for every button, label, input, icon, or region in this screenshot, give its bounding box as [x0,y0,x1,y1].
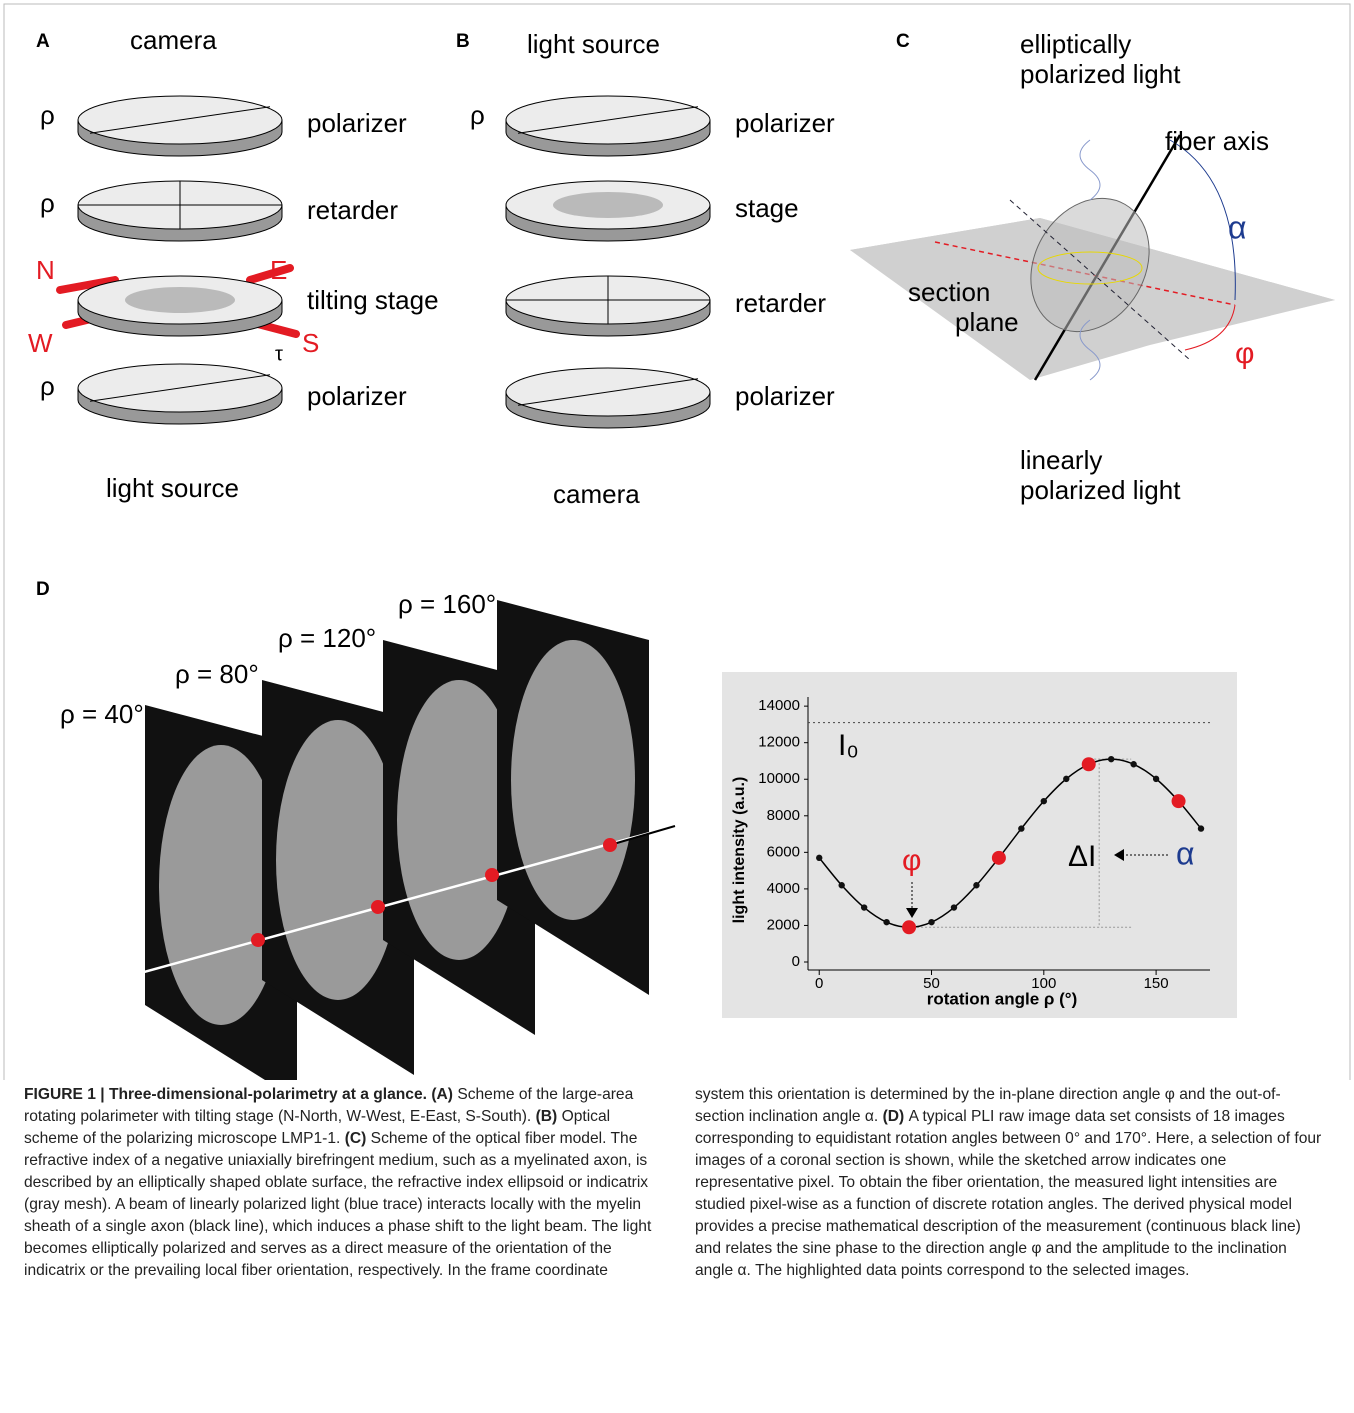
pixel-marker [603,838,617,852]
text: ρ = 120° [278,623,376,653]
data-point [883,919,889,925]
caption-bold: (C) [345,1130,367,1147]
text: camera [553,479,640,509]
y-axis-label: light intensity (a.u.) [731,777,748,924]
caption-bold: (D) [883,1108,905,1125]
annotation: I₀ [838,729,859,762]
y-tick-label: 8000 [767,807,800,824]
text: stage [735,193,799,223]
caption-bold: FIGURE 1 | Three-dimensional-polarimetry… [24,1086,427,1103]
data-point [1041,798,1047,804]
text: ρ [40,100,55,130]
pixel-marker [251,933,265,947]
data-point [861,904,867,910]
text: retarder [735,288,826,318]
panel-label: B [456,31,470,52]
text: φ [1235,337,1254,370]
y-tick-label: 0 [792,953,800,970]
x-axis-label: rotation angle ρ (°) [927,989,1077,1008]
text: N [36,255,55,285]
text: polarizer [307,381,407,411]
data-point [1153,776,1159,782]
text: polarizer [735,381,835,411]
text: α [1228,209,1247,245]
y-tick-label: 12000 [758,734,800,751]
data-point [992,851,1006,865]
panel-label: A [36,31,50,52]
text: elliptically [1020,29,1131,59]
text: linearly [1020,445,1102,475]
text: polarized light [1020,59,1181,89]
tissue [553,192,663,218]
text: polarizer [307,108,407,138]
data-point [928,919,934,925]
x-tick-label: 50 [923,975,940,992]
caption: FIGURE 1 | Three-dimensional-polarimetry… [24,1084,1324,1282]
text: ρ = 160° [398,589,496,619]
y-tick-label: 6000 [767,843,800,860]
text: ρ [40,188,55,218]
data-point [973,882,979,888]
tissue [125,287,235,313]
brain-section [276,720,400,1000]
figure: A B C D camera light source polarizer re… [0,0,1354,1080]
text: camera [130,25,217,55]
pixel-marker [485,868,499,882]
annotation: φ [902,844,921,877]
text: ρ [40,371,55,401]
panel-label: C [896,31,910,52]
data-point [1198,825,1204,831]
data-point [838,882,844,888]
caption-bold: (B) [536,1108,558,1125]
y-tick-label: 14000 [758,697,800,714]
data-point [1108,756,1114,762]
text: ρ = 80° [175,659,259,689]
text: retarder [307,195,398,225]
text: fiber axis [1165,126,1269,156]
panel-label: D [36,579,50,600]
x-tick-label: 150 [1144,975,1169,992]
data-point [1082,757,1096,771]
text: plane [955,307,1019,337]
data-point [902,920,916,934]
text: polarized light [1020,475,1181,505]
text: polarizer [735,108,835,138]
text: τ [275,343,283,365]
page: A B C D camera light source polarizer re… [0,0,1354,1413]
pixel-marker [371,900,385,914]
text: light source [527,29,660,59]
brain-section [511,640,635,920]
y-tick-label: 2000 [767,916,800,933]
x-tick-label: 100 [1031,975,1056,992]
data-point [816,855,822,861]
text: S [302,328,319,358]
caption-text: A typical PLI raw image data set consist… [695,1108,1321,1279]
data-point [1172,794,1186,808]
y-tick-label: 10000 [758,770,800,787]
data-point [1063,776,1069,782]
text: ρ = 40° [60,699,144,729]
text: section [908,277,990,307]
text: light source [106,473,239,503]
annotation: ΔI [1068,840,1096,873]
y-tick-label: 4000 [767,880,800,897]
data-point [951,904,957,910]
text: ρ [470,100,485,130]
text: W [28,328,53,358]
caption-bold: (A) [431,1086,453,1103]
data-point [1018,825,1024,831]
x-tick-label: 0 [815,975,823,992]
text: tilting stage [307,285,439,315]
data-point [1130,761,1136,767]
annotation: α [1176,835,1195,871]
